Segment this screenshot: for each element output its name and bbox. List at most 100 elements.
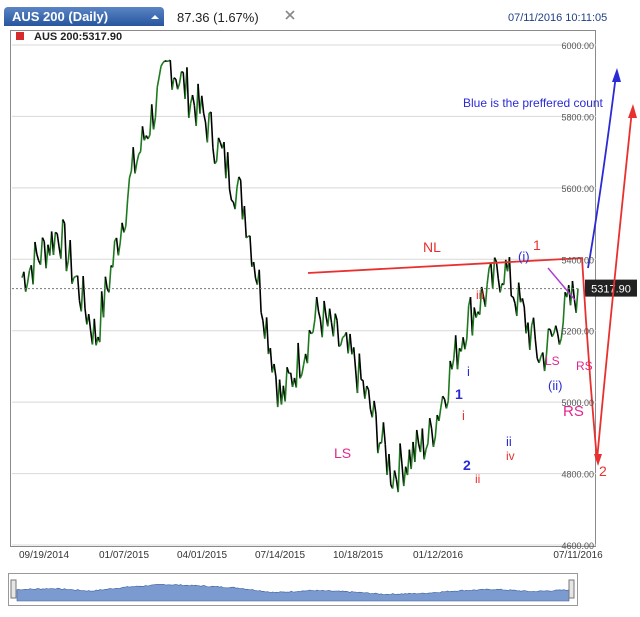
price-segment: [415, 429, 420, 444]
price-segment: [315, 296, 320, 312]
price-segment: [252, 261, 257, 279]
red-arrow-head: [628, 104, 637, 118]
price-segment: [202, 112, 207, 123]
price-segment: [366, 385, 370, 391]
price-segment: [63, 223, 68, 272]
price-segment: [554, 325, 559, 334]
navigator-chart[interactable]: [9, 574, 577, 605]
price-segment: [562, 292, 566, 324]
collapse-icon[interactable]: [150, 12, 160, 22]
price-change-text: 87.36 (1.67%): [177, 10, 259, 25]
price-segment: [160, 62, 164, 67]
timestamp-text: 07/11/2016 10:11:05: [508, 12, 608, 24]
price-segment: [299, 374, 303, 379]
price-segment: [228, 189, 233, 201]
price-segment: [265, 317, 270, 355]
price-segment: [249, 235, 253, 267]
x-tick-label: 04/01/2015: [177, 550, 227, 561]
price-segment: [176, 83, 181, 90]
price-segment: [200, 95, 205, 114]
price-segment: [393, 470, 398, 480]
x-tick-label: 10/18/2015: [333, 550, 383, 561]
price-segment: [397, 443, 401, 493]
navigator-left-handle[interactable]: [10, 579, 17, 599]
price-segment: [503, 259, 507, 285]
price-segment: [430, 428, 435, 447]
navigator-area: [16, 584, 570, 602]
price-segment: [39, 237, 44, 265]
legend-label: AUS 200:5317.90: [34, 31, 122, 43]
price-series: 5317.90: [12, 59, 637, 493]
price-segment: [62, 219, 66, 224]
x-tick-label: 01/12/2016: [413, 550, 463, 561]
price-segment: [297, 342, 301, 379]
price-segment: [269, 347, 273, 373]
price-segment: [352, 347, 357, 370]
price-segment: [162, 60, 166, 64]
annotation-wave-ii-blue-paren: (ii): [548, 378, 562, 393]
price-segment: [454, 335, 459, 370]
price-segment: [388, 453, 392, 485]
price-segment: [139, 126, 144, 152]
price-segment: [286, 367, 290, 374]
price-segment: [173, 77, 177, 80]
annotation-wave-ii-blue: ii: [506, 434, 512, 449]
price-segment: [239, 180, 244, 220]
price-segment: [464, 338, 468, 350]
y-tick-label: 4600.00: [561, 541, 594, 551]
price-segment: [87, 313, 92, 331]
legend: AUS 200:5317.90: [16, 31, 122, 43]
price-segment: [197, 83, 201, 114]
price-segment: [434, 414, 438, 438]
price-segment: [373, 400, 377, 415]
price-segment: [73, 275, 77, 279]
annotation-wave-iv-red: iv: [506, 449, 515, 463]
price-segment: [334, 313, 338, 321]
price-segment: [212, 147, 216, 164]
price-segment: [217, 137, 222, 143]
price-segment: [260, 312, 264, 321]
price-segment: [234, 187, 238, 210]
price-segment: [230, 199, 234, 203]
close-icon[interactable]: [284, 9, 296, 21]
price-segment: [338, 344, 342, 348]
price-segment: [112, 240, 116, 268]
price-segment: [471, 307, 476, 336]
price-segment: [171, 77, 175, 90]
price-segment: [134, 162, 138, 174]
price-segment: [367, 389, 372, 410]
price-segment: [317, 311, 322, 320]
x-tick-label: 07/11/2016: [553, 550, 603, 561]
price-segment: [141, 126, 146, 141]
price-segment: [523, 307, 527, 334]
chart-title-tab[interactable]: AUS 200 (Daily): [4, 7, 164, 26]
price-segment: [486, 268, 490, 285]
annotation-wave-i-red: i: [462, 408, 465, 423]
price-segment: [191, 94, 196, 106]
price-segment: [52, 232, 57, 255]
price-segment: [451, 358, 455, 370]
navigator-right-handle[interactable]: [568, 579, 575, 599]
price-segment: [538, 356, 542, 364]
price-segment: [158, 66, 162, 78]
price-segment: [301, 364, 305, 375]
price-segment: [215, 137, 220, 162]
price-segment: [323, 300, 327, 316]
price-segment: [41, 237, 45, 242]
price-segment: [336, 320, 340, 347]
price-segment: [440, 395, 444, 408]
navigator-panel[interactable]: [8, 573, 578, 606]
price-segment: [510, 295, 514, 298]
annotation-wave-i-blue: i: [467, 364, 470, 379]
price-segment: [69, 240, 73, 284]
annotation-wave-iii-red: iii: [476, 288, 484, 302]
annotation-wave-1-blue: 1: [455, 386, 463, 402]
legend-swatch: [16, 32, 24, 40]
y-axis: 4600.00 4800.00 5000.00 5200.00 5400.00 5600.…: [561, 41, 594, 551]
price-segment: [484, 284, 488, 307]
price-segment: [543, 354, 548, 372]
price-segment: [508, 257, 513, 297]
price-segment: [428, 418, 433, 429]
y-tick-label: 5600.00: [561, 184, 594, 194]
